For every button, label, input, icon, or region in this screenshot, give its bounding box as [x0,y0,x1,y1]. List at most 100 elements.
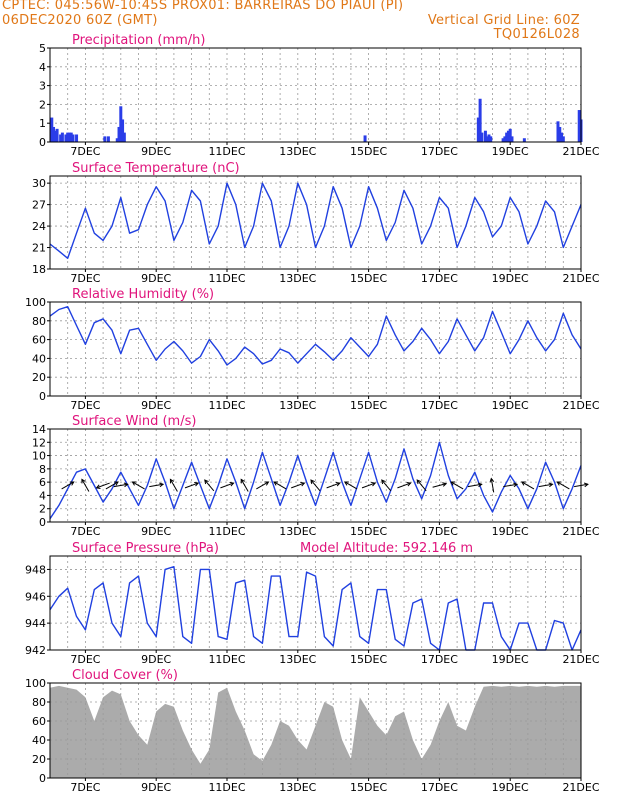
precip-xtick-label: 7DEC [70,145,100,158]
wind-arrow-head [81,478,86,484]
rh-line [49,306,582,366]
temp-xtick-label: 21DEC [562,272,599,285]
precip-bar [60,132,64,142]
temp-ytick-label: 27 [32,199,46,212]
wind-ytick-label: 14 [32,423,46,436]
precip-bar [64,134,68,142]
precip-bar [577,110,581,142]
wind-arrow-head [371,481,377,487]
wind-arrow [344,481,358,490]
cloud-ytick-label: 80 [32,696,46,709]
pressure-line [49,566,582,651]
temp-title: Surface Temperature (nC) [72,161,240,176]
rh-xtick-label: 17DEC [421,399,458,412]
wind-arrow-head [169,478,175,484]
precip-ytick-label: 2 [39,98,46,111]
precip-bar [558,126,562,142]
cloud-title: Cloud Cover (%) [72,668,178,683]
wind-arrow-head [273,481,279,486]
wind-arrow-head [489,477,495,483]
temp-xtick-label: 7DEC [70,272,100,285]
wind-arrow [326,482,340,489]
pressure-frame [49,555,582,651]
wind-arrow-head [416,479,422,485]
cloud-xtick-label: 11DEC [208,781,245,794]
wind-arrow [381,479,392,492]
precip-bar [503,136,507,142]
header-model-id: TQ0126L028 [493,27,580,42]
cloud-xtick-label: 15DEC [350,781,387,794]
precip-title: Precipitation (mm/h) [72,33,205,48]
wind-arrow-head [442,482,448,487]
precip-xtick-label: 17DEC [421,145,458,158]
wind-arrow [184,482,199,489]
wind-arrow-head [477,482,483,488]
temp-ytick-label: 24 [32,220,46,233]
cloud-ytick-label: 20 [32,753,46,766]
precip-ytick-label: 1 [39,117,46,130]
wind-arrow [503,483,518,488]
temp-ytick-label: 21 [32,242,46,255]
precip-bar [75,134,79,142]
cloud-xtick-label: 17DEC [421,781,458,794]
rh-ytick-label: 40 [32,352,46,365]
header-date-line: 06DEC2020 60Z (GMT) [2,13,158,28]
wind-xtick-label: 13DEC [279,525,316,538]
pressure-xtick-label: 15DEC [350,653,387,666]
cloud-xtick-label: 19DEC [492,781,529,794]
rh-xtick-label: 11DEC [208,399,245,412]
temp-xtick-label: 17DEC [421,272,458,285]
precip-ytick-label: 5 [39,42,46,55]
wind-arrow [220,482,234,489]
precip-bar [483,130,487,142]
wind-arrow [521,481,535,490]
precip-bar [121,119,125,142]
pressure-xtick-label: 19DEC [492,653,529,666]
temp-xtick-label: 13DEC [279,272,316,285]
pressure-xtick-label: 17DEC [421,653,458,666]
cloud-xtick-label: 7DEC [70,781,100,794]
wind-arrow-head [131,481,137,486]
wind-xtick-label: 11DEC [208,525,245,538]
wind-arrow [397,482,411,489]
wind-arrow [169,479,178,492]
wind-arrow-head [548,482,554,488]
wind-arrow-head [513,482,519,488]
cloud-ytick-label: 40 [32,734,46,747]
wind-arrow-head [229,481,235,487]
wind-xtick-label: 7DEC [70,525,100,538]
wind-arrow [132,481,145,490]
wind-arrow [240,479,249,492]
precip-bar [510,136,514,142]
rh-xtick-label: 21DEC [562,399,599,412]
cloud-xtick-label: 13DEC [279,781,316,794]
wind-arrow-head [95,484,101,489]
wind-arrow [273,481,287,490]
rh-xtick-label: 15DEC [350,399,387,412]
wind-arrow [361,482,376,489]
precip-ytick-label: 0 [39,136,46,149]
cloud-xtick-label: 21DEC [562,781,599,794]
wind-frame [49,428,582,523]
wind-ytick-label: 2 [39,503,46,516]
wind-arrow-head [204,479,209,485]
wind-arrow-head [310,479,315,485]
cloud-frame [49,682,582,779]
cloud-ytick-label: 60 [32,715,46,728]
wind-arrow-head [264,481,270,486]
precip-bar [71,134,75,142]
pressure-ytick-label: 942 [25,644,46,657]
wind-arrow [490,478,495,493]
precip-frame [49,47,582,143]
wind-arrow [256,481,269,490]
wind-xtick-label: 17DEC [421,525,458,538]
pressure-xtick-label: 21DEC [562,653,599,666]
wind-xtick-label: 15DEC [350,525,387,538]
wind-arrow [105,481,119,490]
wind-arrow-head [556,481,562,486]
wind-xtick-label: 9DEC [141,525,171,538]
rh-ytick-label: 100 [25,296,46,309]
precip-bar [522,138,526,142]
wind-ytick-label: 8 [39,463,46,476]
